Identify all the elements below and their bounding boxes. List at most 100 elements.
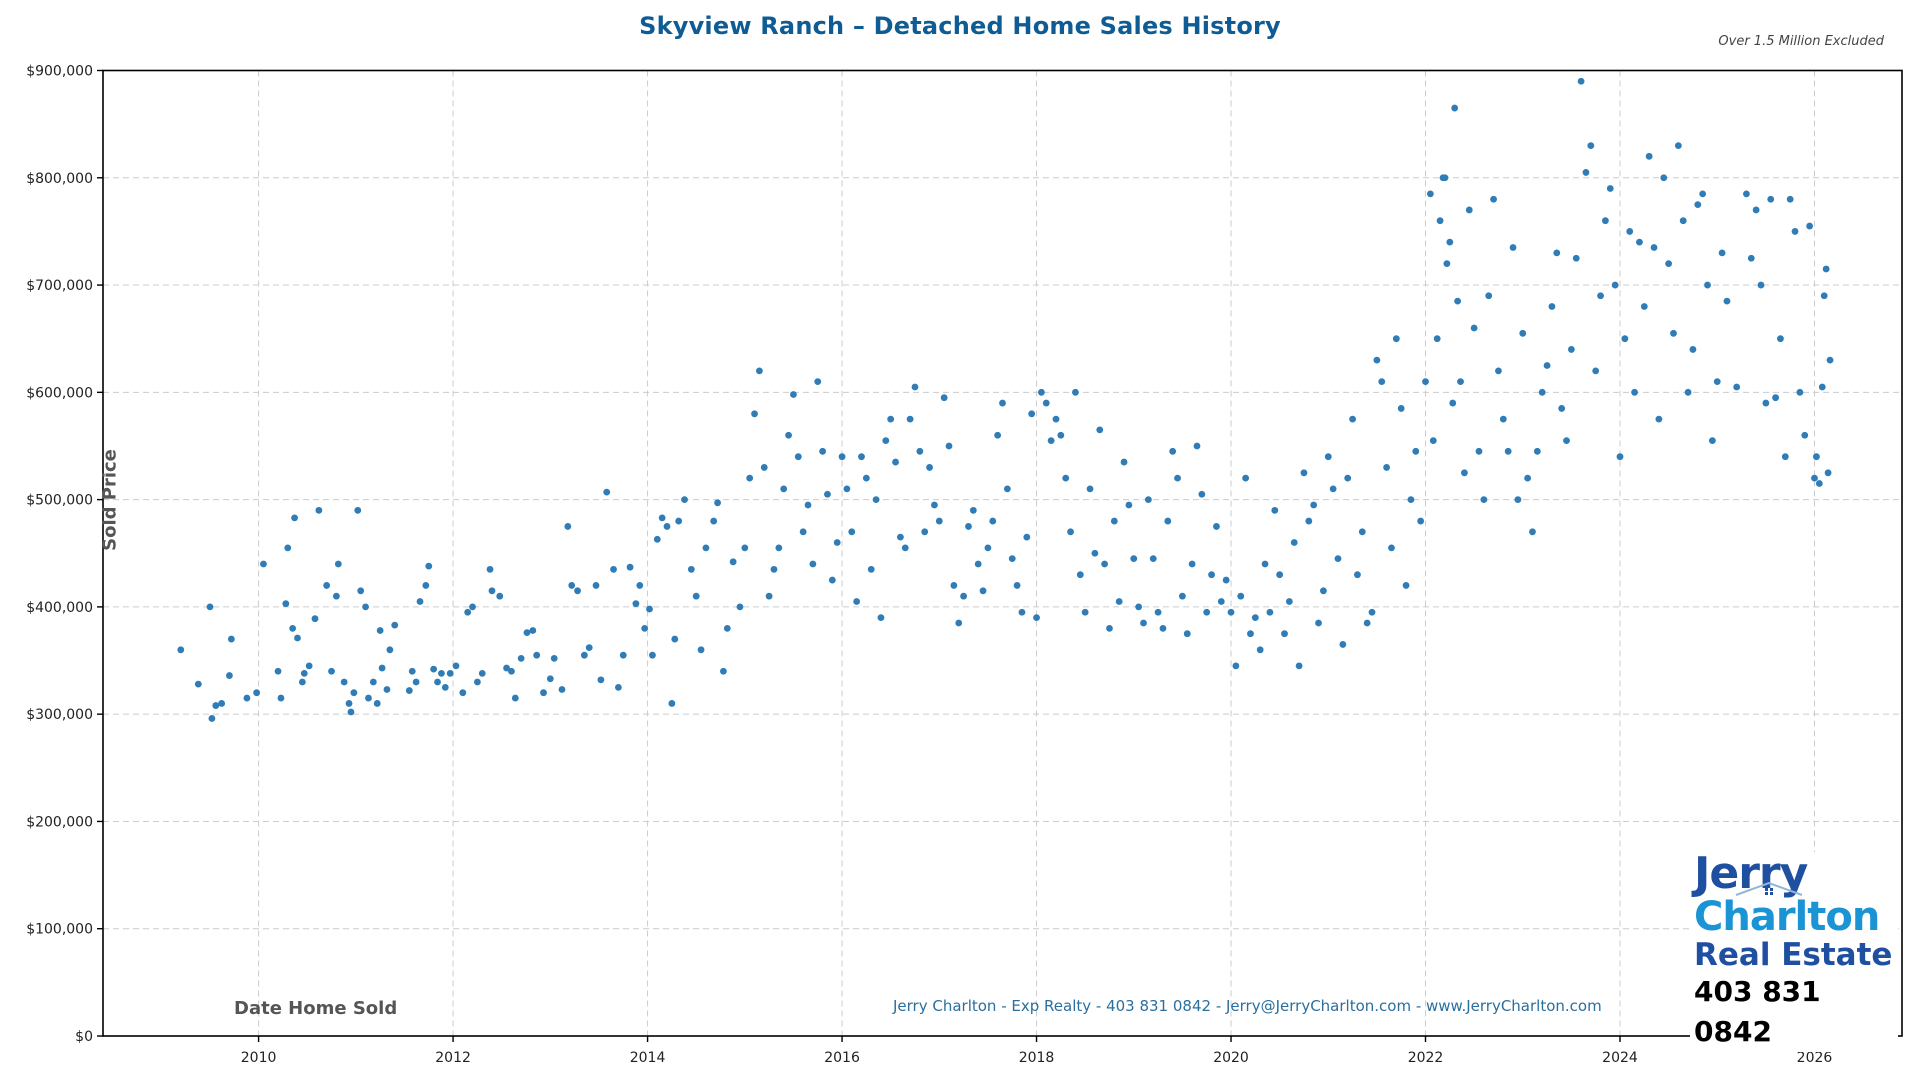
data-point xyxy=(877,614,885,622)
data-point xyxy=(206,603,214,611)
data-point xyxy=(1295,662,1303,670)
data-point xyxy=(1762,399,1770,407)
data-point xyxy=(1757,281,1765,289)
data-point xyxy=(1110,517,1118,525)
data-point xyxy=(668,700,676,707)
data-point xyxy=(1708,437,1716,445)
data-point xyxy=(1086,485,1094,493)
data-point xyxy=(950,582,958,589)
data-point xyxy=(692,592,700,600)
y-tick-label: $400,000 xyxy=(26,600,93,616)
data-point xyxy=(1806,222,1814,230)
data-point xyxy=(486,565,494,573)
house-roof-icon xyxy=(1735,882,1803,896)
data-point xyxy=(751,410,758,418)
data-point xyxy=(508,667,515,675)
data-point xyxy=(1538,388,1546,396)
data-point xyxy=(799,528,807,536)
data-point xyxy=(887,415,895,423)
data-point xyxy=(274,667,282,675)
data-point xyxy=(649,651,656,659)
data-point xyxy=(965,523,972,530)
data-point xyxy=(503,664,510,672)
data-point xyxy=(1198,490,1206,498)
data-point xyxy=(1140,619,1147,627)
data-point xyxy=(311,615,319,623)
data-point xyxy=(1315,619,1322,627)
data-point xyxy=(1354,571,1361,579)
data-point xyxy=(383,686,391,693)
data-point xyxy=(1149,555,1157,563)
data-point xyxy=(1822,265,1830,273)
grid-lines xyxy=(103,70,1902,1036)
data-point xyxy=(1159,624,1167,632)
y-tick-label: $700,000 xyxy=(26,278,93,294)
data-point xyxy=(1786,195,1794,203)
data-point xyxy=(610,565,617,573)
data-point xyxy=(328,667,335,675)
data-point xyxy=(1028,410,1036,418)
data-point xyxy=(1818,383,1826,391)
data-point xyxy=(218,700,226,707)
data-point xyxy=(1125,501,1133,509)
data-point xyxy=(357,587,365,595)
data-point xyxy=(945,442,953,450)
data-point xyxy=(896,533,904,541)
data-point xyxy=(1008,555,1016,563)
data-point xyxy=(687,565,695,573)
data-point xyxy=(1368,608,1376,616)
data-point xyxy=(540,689,547,697)
data-point xyxy=(785,431,792,439)
data-point xyxy=(1529,528,1536,536)
data-point xyxy=(1067,528,1074,536)
y-tick-label: $800,000 xyxy=(26,171,93,187)
data-point xyxy=(373,700,381,707)
data-point xyxy=(1655,415,1663,423)
data-point xyxy=(770,565,778,573)
data-point xyxy=(921,528,929,536)
data-point xyxy=(1524,474,1532,482)
data-point xyxy=(1752,206,1760,214)
data-point xyxy=(1495,367,1502,375)
data-point xyxy=(208,715,216,722)
data-point xyxy=(1791,228,1799,235)
data-point xyxy=(1572,254,1580,262)
data-point xyxy=(1582,169,1590,176)
data-point xyxy=(1217,598,1225,605)
data-point xyxy=(430,665,438,673)
data-point xyxy=(347,708,355,716)
data-point xyxy=(723,624,731,632)
data-point xyxy=(1533,447,1541,455)
data-point xyxy=(984,544,992,552)
x-tick-label: 2016 xyxy=(824,1050,860,1066)
data-point xyxy=(1461,469,1468,477)
data-point xyxy=(1650,244,1658,251)
data-point xyxy=(814,378,822,386)
data-point xyxy=(892,458,899,466)
data-point xyxy=(1485,292,1493,300)
data-point xyxy=(1636,238,1643,246)
data-point xyxy=(1076,571,1084,579)
data-point xyxy=(1621,335,1629,343)
data-point xyxy=(1436,217,1444,225)
data-point xyxy=(646,605,653,613)
data-point xyxy=(446,670,454,677)
data-point xyxy=(632,600,640,608)
data-point xyxy=(663,523,671,530)
data-point xyxy=(867,565,875,573)
data-point xyxy=(1417,517,1425,525)
data-point xyxy=(1499,415,1507,423)
data-point xyxy=(1378,378,1386,386)
data-point xyxy=(1553,249,1561,257)
data-point xyxy=(1713,378,1721,386)
data-point xyxy=(1480,496,1488,504)
x-tick-label: 2020 xyxy=(1213,1050,1249,1066)
data-point xyxy=(282,600,290,608)
data-point xyxy=(658,514,666,522)
data-point xyxy=(416,598,424,605)
data-point xyxy=(1446,238,1454,246)
data-point xyxy=(1626,228,1634,235)
data-point xyxy=(332,592,340,600)
data-point xyxy=(315,506,323,514)
data-point xyxy=(1811,474,1818,482)
